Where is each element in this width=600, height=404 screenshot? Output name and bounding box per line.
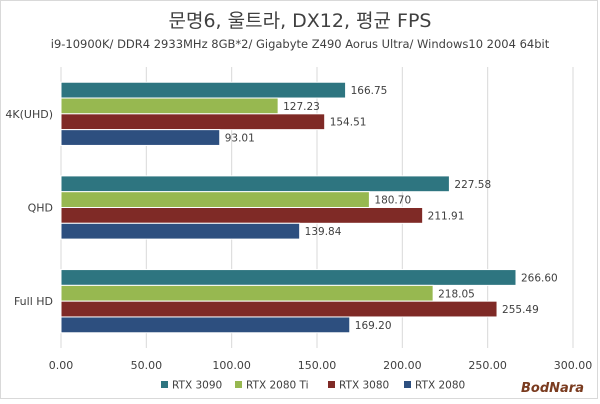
x-tick-label: 50.00: [131, 359, 163, 372]
legend-label: RTX 3080: [339, 380, 389, 392]
bar: [60, 97, 279, 115]
data-label: 255.49: [502, 304, 539, 316]
bar-layer: [60, 81, 517, 334]
bar: [60, 222, 301, 240]
data-label: 154.51: [330, 117, 367, 129]
x-tick-label: 100.00: [212, 359, 251, 372]
bar: [60, 300, 498, 318]
category-label: 4K(UHD): [5, 108, 53, 121]
x-tick-label: 150.00: [298, 359, 337, 372]
category-label: QHD: [28, 202, 53, 215]
bar: [60, 175, 450, 193]
legend-swatch: [161, 381, 168, 388]
data-label: 93.01: [225, 133, 255, 145]
data-label: 218.05: [438, 288, 475, 300]
bar: [60, 269, 517, 286]
label-layer: 0.00 50.00 100.00 150.00 200.00 250.00 300.00 4…: [5, 85, 592, 372]
x-tick-label: 200.00: [383, 359, 422, 372]
legend-swatch: [404, 381, 411, 388]
data-label: 166.75: [351, 85, 388, 97]
legend-label: RTX 2080 Ti: [246, 380, 309, 392]
legend-swatch: [235, 381, 242, 388]
watermark-text: BodNara: [521, 381, 584, 396]
bar: [60, 129, 221, 146]
legend: RTX 3090 RTX 2080 Ti RTX 3080 RTX 2080: [161, 380, 465, 392]
bar: [60, 207, 424, 224]
data-label: 180.70: [374, 195, 411, 207]
data-label: 211.91: [428, 210, 465, 222]
data-label: 227.58: [454, 179, 491, 191]
watermark-logo: BodNara: [519, 379, 593, 396]
legend-swatch: [328, 381, 335, 388]
category-label: Full HD: [14, 295, 53, 308]
legend-label: RTX 3090: [172, 380, 222, 392]
bar: [60, 284, 434, 302]
chart-title: 문명6, 울트라, DX12, 평균 FPS: [169, 10, 432, 32]
bar: [60, 81, 347, 99]
data-label: 169.20: [355, 320, 392, 332]
bar: [60, 316, 351, 334]
bar: [60, 113, 326, 131]
data-label: 139.84: [305, 226, 342, 238]
legend-label: RTX 2080: [415, 380, 465, 392]
chart-subtitle: i9-10900K/ DDR4 2933MHz 8GB*2/ Gigabyte …: [51, 37, 550, 51]
data-label: 266.60: [521, 272, 558, 284]
x-tick-label: 250.00: [468, 359, 507, 372]
x-tick-label: 0.00: [49, 359, 74, 372]
bar: [60, 191, 370, 208]
data-label: 127.23: [283, 101, 320, 113]
x-tick-label: 300.00: [554, 359, 593, 372]
